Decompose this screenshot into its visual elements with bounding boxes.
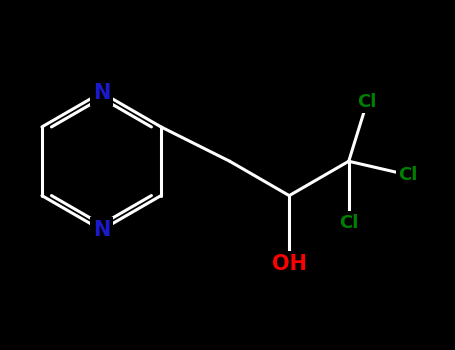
Text: OH: OH	[272, 254, 307, 274]
Text: N: N	[93, 83, 110, 103]
Text: Cl: Cl	[358, 93, 377, 111]
Text: N: N	[93, 220, 110, 240]
Text: Cl: Cl	[339, 214, 359, 232]
Text: Cl: Cl	[399, 166, 418, 184]
